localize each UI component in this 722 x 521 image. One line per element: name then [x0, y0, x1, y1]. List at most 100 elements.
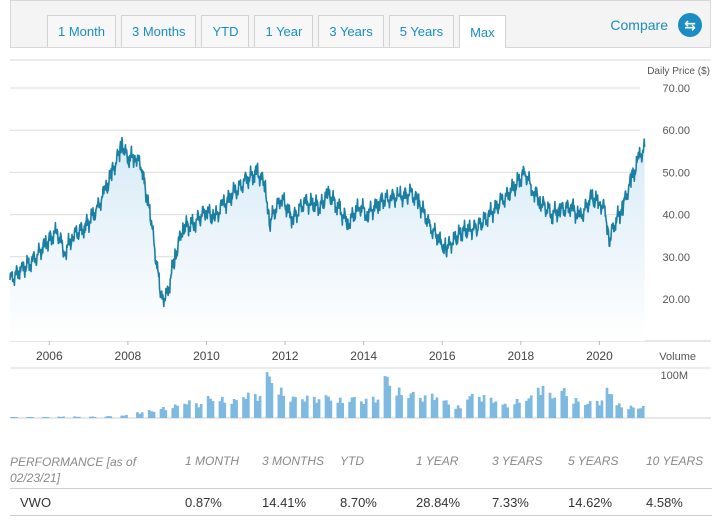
volume-bar — [78, 416, 81, 418]
volume-bar — [256, 400, 260, 418]
volume-bar — [183, 403, 186, 418]
volume-bar — [444, 400, 448, 418]
tab-1-month[interactable]: 1 Month — [47, 15, 116, 47]
volume-bar — [600, 400, 604, 418]
volume-bar — [386, 376, 389, 418]
volume-bar — [477, 396, 481, 418]
volume-bar — [395, 395, 399, 418]
volume-bar — [93, 416, 97, 418]
volume-bar — [615, 405, 619, 418]
volume-bar — [565, 396, 568, 418]
volume-bar — [218, 401, 222, 418]
volume-bar — [388, 385, 392, 418]
volume-bar — [456, 405, 460, 418]
volume-bar — [454, 408, 458, 418]
volume-bar — [109, 416, 113, 418]
volume-bar — [91, 416, 95, 418]
volume-bar — [147, 410, 151, 418]
volume-bar — [171, 408, 175, 418]
price-chart: 70.00 60.00 50.00 40.00 30.00 20.00 Daily Pric… — [9, 59, 711, 419]
volume-bar — [430, 393, 434, 418]
performance-column-header: YTD — [340, 454, 364, 468]
volume-bar — [341, 403, 344, 418]
volume-bar — [553, 397, 557, 418]
volume-bar — [632, 407, 635, 418]
volume-bar — [270, 383, 274, 418]
volume-bar — [447, 404, 451, 418]
volume-bar — [383, 376, 387, 418]
volume-bar — [470, 393, 474, 418]
volume-bar — [421, 401, 425, 418]
volume-bar — [230, 403, 234, 418]
volume-bar — [466, 399, 469, 418]
volume-bar — [442, 400, 446, 418]
volume-bar — [315, 402, 318, 418]
price-axis-label: Daily Price ($) — [647, 66, 710, 77]
price-tick-label: 40.00 — [662, 210, 690, 222]
volume-bar — [494, 401, 498, 418]
volume-bar — [338, 397, 342, 418]
volume-bar — [253, 394, 257, 418]
tab-3-years[interactable]: 3 Years — [318, 15, 384, 47]
volume-bar — [28, 417, 32, 418]
volume-bar — [577, 401, 580, 418]
tab-1-year[interactable]: 1 Year — [254, 15, 314, 47]
volume-bar — [136, 412, 139, 418]
volume-bar — [409, 393, 413, 418]
tab-5-years[interactable]: 5 Years — [388, 15, 455, 47]
volume-bar — [527, 398, 531, 418]
performance-value-cell: 14.41% — [262, 495, 307, 510]
performance-column-header: 5 YEARS — [568, 454, 619, 468]
volume-bar — [159, 408, 163, 418]
volume-bar — [539, 394, 542, 418]
volume-bar — [188, 400, 191, 418]
x-tick-label: 2008 — [115, 349, 142, 363]
volume-bar — [282, 395, 286, 418]
volume-bar — [608, 393, 611, 418]
volume-bar — [10, 417, 14, 418]
volume-bar — [235, 400, 238, 418]
volume-bar — [506, 407, 510, 418]
volume-bar — [57, 416, 61, 418]
x-tick-label: 2014 — [350, 349, 377, 363]
volume-bar — [294, 396, 297, 418]
volume-bar — [560, 390, 564, 418]
volume-bar — [324, 395, 328, 418]
volume-bar — [232, 399, 236, 418]
volume-bar — [206, 395, 210, 418]
performance-row: VWO 0.87% 14.41% 8.70% 28.84% 7.33% 14.62% 4.58… — [10, 489, 712, 516]
volume-bar — [412, 391, 415, 418]
volume-bar — [46, 417, 50, 418]
performance-value-cell: 28.84% — [416, 495, 461, 510]
volume-bar — [305, 395, 309, 418]
volume-bar — [595, 400, 599, 418]
tab-ytd[interactable]: YTD — [201, 15, 250, 47]
volume-bar — [551, 398, 554, 418]
volume-bar — [637, 408, 640, 418]
volume-bar — [639, 408, 643, 418]
volume-bar — [327, 396, 330, 418]
compare-label: Compare — [610, 17, 668, 33]
performance-value-cell: 7.33% — [492, 495, 529, 510]
volume-bar — [197, 407, 201, 418]
volume-bar — [541, 385, 545, 418]
volume-bar — [480, 401, 484, 418]
volume-bar — [482, 395, 486, 418]
tab-max[interactable]: Max — [459, 15, 506, 48]
volume-bar — [627, 409, 630, 418]
volume-bar — [423, 395, 427, 418]
volume-bar — [503, 403, 507, 418]
volume-bar — [572, 403, 575, 418]
volume-bar — [374, 402, 377, 418]
volume-bar — [279, 387, 283, 418]
volume-bar — [433, 400, 436, 418]
tab-3-months[interactable]: 3 Months — [120, 15, 197, 47]
volume-bar — [195, 403, 198, 418]
x-tick-label: 2006 — [36, 349, 63, 363]
performance-column-header: 3 MONTHS — [262, 454, 325, 468]
performance-value-cell: 14.62% — [568, 495, 613, 510]
volume-bar — [312, 396, 316, 418]
compare-button[interactable]: Compare ⇆ — [610, 13, 702, 37]
performance-value-cell: 8.70% — [340, 495, 377, 510]
volume-bar — [138, 413, 142, 418]
